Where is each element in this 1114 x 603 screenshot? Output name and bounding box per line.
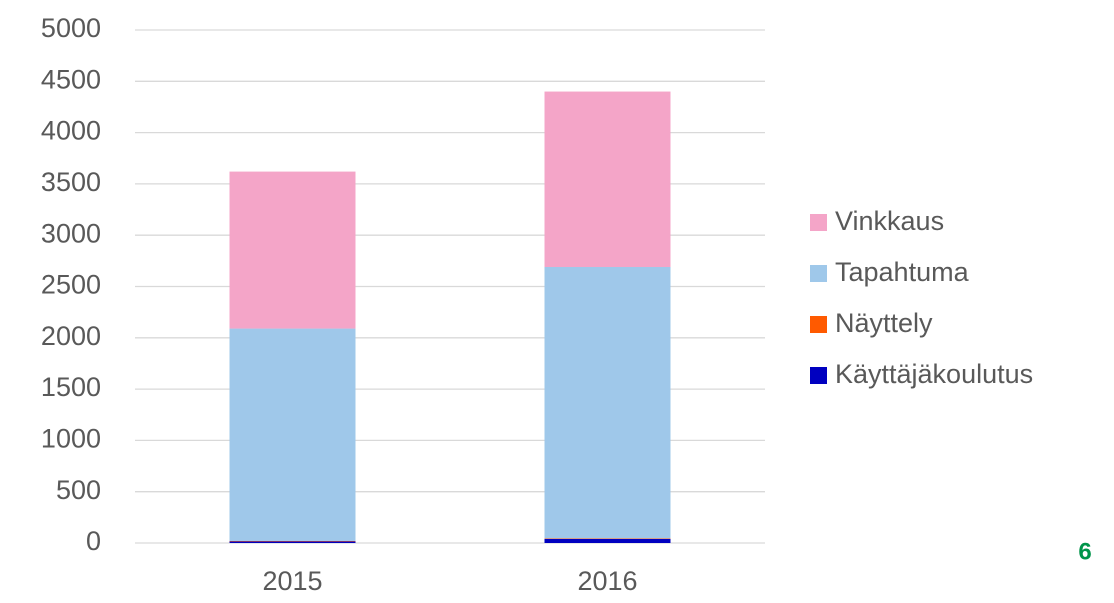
bar-segment [544, 267, 671, 539]
bar-segment [544, 91, 671, 268]
y-tick-label: 3000 [41, 218, 101, 248]
legend-swatch [810, 316, 827, 333]
legend-label: Vinkkaus [835, 206, 944, 236]
legend-swatch [810, 367, 827, 384]
legend-label: Näyttely [835, 308, 933, 338]
y-tick-label: 1500 [41, 372, 101, 402]
y-tick-label: 2000 [41, 321, 101, 351]
y-tick-label: 1000 [41, 424, 101, 454]
legend-swatch [810, 214, 827, 231]
x-tick-label: 2016 [577, 566, 637, 596]
y-tick-label: 2500 [41, 270, 101, 300]
bar-segment [229, 540, 356, 542]
y-tick-label: 3500 [41, 167, 101, 197]
y-tick-label: 4500 [41, 64, 101, 94]
bar-segment [229, 541, 356, 543]
legend-label: Käyttäjäkoulutus [835, 359, 1033, 389]
legend-label: Tapahtuma [835, 257, 970, 287]
bar-segment [544, 538, 671, 543]
y-tick-label: 4000 [41, 116, 101, 146]
x-tick-label: 2015 [262, 566, 322, 596]
y-tick-label: 5000 [41, 13, 101, 43]
y-tick-label: 0 [86, 526, 101, 556]
bar-segment [229, 171, 356, 329]
bar-segment [229, 328, 356, 541]
page-number: 6 [1078, 538, 1091, 565]
bar-segment [544, 538, 671, 539]
legend-swatch [810, 265, 827, 282]
y-tick-label: 500 [56, 475, 101, 505]
